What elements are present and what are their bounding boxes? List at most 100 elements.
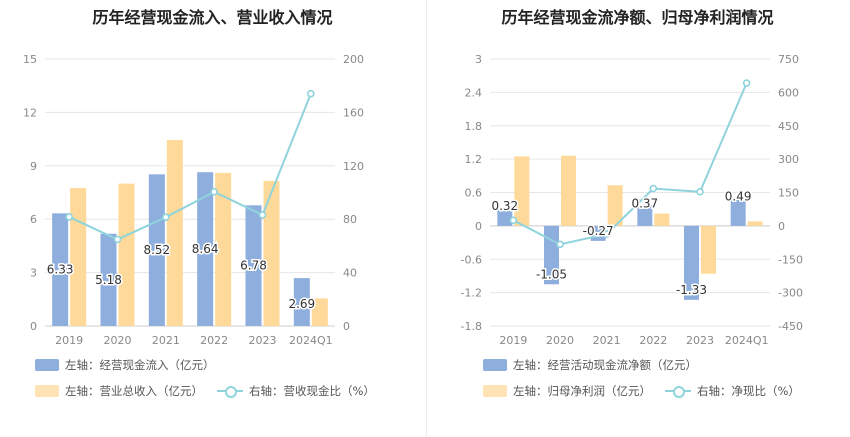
x-axis-tick-label: 2022 [639,334,667,347]
left-chart-title: 历年经营现金流入、营业收入情况 [92,8,333,27]
left-axis-tick-label: 15 [23,53,37,66]
x-axis-tick-label: 2022 [200,334,228,347]
data-label: 0.37 [631,196,658,210]
x-axis-tick-label: 2019 [55,334,83,347]
line-point [602,230,611,238]
right-axis-tick-label: 160 [343,106,364,119]
bar-orange [747,221,763,226]
right-axis-tick-label: 0 [343,320,350,333]
left-axis-tick-label: -0.6 [461,253,482,266]
data-label: 6.78 [240,259,267,273]
right-axis-tick-label: 120 [343,160,364,173]
data-label: 8.64 [192,242,219,256]
left-axis-tick-label: 1.8 [465,120,483,133]
x-axis-tick-label: 2020 [104,334,132,347]
data-label: 0.49 [725,190,752,204]
left-chart-panel: 历年经营现金流入、营业收入情况 0 3 6 9 12 15 0 40 80 120 160 200 20… [23,8,389,399]
left-axis-tick-label: 3 [30,267,37,280]
x-axis-tick-label: 2023 [686,334,714,347]
bar-blue [148,174,165,326]
right-chart-plot: -1.8 -1.2 -0.6 0 0.6 1.2 1.8 2.4 3 -450 -300 -150 0 1… [461,53,803,347]
x-axis-tick-label: 2021 [593,334,621,347]
legend-item[interactable]: 左轴：归母净利润（亿元） [483,383,651,399]
line-point [556,240,564,249]
data-label: -0.27 [583,224,614,238]
left-axis-tick-label: 1.2 [465,153,483,166]
left-axis-tick-label: -1.8 [461,320,482,333]
x-axis-tick-label: 2023 [249,334,277,347]
legend-label: 左轴：归母净利润（亿元） [513,384,651,398]
left-axis-tick-label: -1.2 [461,287,482,300]
legend-item[interactable]: 右轴：营收现金比（%） [217,383,375,399]
data-label: -1.33 [676,283,707,297]
bar-orange [561,155,576,226]
line-point [696,188,704,196]
right-axis-tick-label: -150 [778,253,803,266]
legend-label: 左轴：经营活动现金流净额（亿元） [513,358,697,372]
legend-label: 左轴：营业总收入（亿元） [65,384,203,398]
legend-swatch-blue [483,359,507,371]
bar-blue [544,225,559,285]
bar-blue [100,233,117,326]
legend-swatch-orange [35,385,59,397]
left-chart-plot: 0 3 6 9 12 15 0 40 80 120 160 200 2019 2020 2021 2022 20… [23,53,364,347]
bar-blue [52,213,69,326]
bar-orange [118,183,135,326]
line-point [258,211,267,219]
legend-label: 右轴：净现比（%） [697,384,800,398]
data-label: 6.33 [47,263,74,277]
bar-orange [514,156,530,226]
line-point [307,89,315,98]
data-label: -1.05 [536,267,567,281]
right-axis-tick-label: 80 [343,213,357,226]
bar-orange [654,213,670,226]
line-point [113,235,122,244]
line-point [742,79,751,87]
data-label: 2.69 [288,297,315,311]
bar-blue [293,278,310,326]
bar-blue [637,205,653,226]
legend-swatch-orange [483,385,507,397]
legend-swatch-blue [35,359,59,371]
right-axis-tick-label: 600 [778,86,799,99]
x-axis-tick-label: 2024Q1 [725,334,769,347]
data-label: 0.32 [491,199,518,213]
bar-orange [311,298,328,326]
right-chart-title: 历年经营现金流净额、归母净利润情况 [501,8,774,27]
left-axis-tick-label: 2.4 [465,86,483,99]
bar-orange [263,180,280,326]
bar-orange [166,139,183,326]
right-axis-tick-label: 150 [778,187,799,200]
right-chart-panel: 历年经营现金流净额、归母净利润情况 -1.8 -1.2 -0.6 0 0.6 1.2 1.8… [425,0,850,437]
left-axis-tick-label: 0 [30,320,37,333]
left-axis-tick-label: 0 [475,220,482,233]
line-point [162,213,170,221]
series-line [512,82,748,246]
right-axis-tick-label: -450 [778,320,803,333]
left-axis-tick-label: 0.6 [465,187,483,200]
data-label: 8.52 [143,243,170,257]
right-axis-tick-label: -300 [778,287,803,300]
bar-orange [215,172,232,326]
right-axis-tick-label: 300 [778,153,799,166]
line-point [65,213,73,221]
x-axis-tick-label: 2021 [152,334,180,347]
bar-orange [70,188,87,326]
left-axis-tick-label: 9 [30,160,37,173]
legend-item[interactable]: 右轴：净现比（%） [665,383,800,399]
legend-item[interactable]: 左轴：经营现金流入（亿元） [35,357,215,373]
bar-blue [730,198,746,226]
right-legend-row-2: 左轴：归母净利润（亿元） 右轴：净现比（%） [483,383,814,399]
legend-label: 左轴：经营现金流入（亿元） [65,358,215,372]
series-line [68,93,312,241]
legend-swatch-line [665,385,691,398]
legend-item[interactable]: 左轴：经营活动现金流净额（亿元） [483,357,697,373]
left-axis-tick-label: 3 [475,53,482,66]
bar-blue [497,208,513,226]
bar-blue [684,225,699,300]
right-axis-tick-label: 750 [778,53,799,66]
legend-item[interactable]: 左轴：营业总收入（亿元） [35,383,203,399]
right-axis-tick-label: 40 [343,267,357,280]
left-legend-row-2: 左轴：营业总收入（亿元） 右轴：营收现金比（%） [35,383,389,399]
bar-blue [245,205,262,326]
